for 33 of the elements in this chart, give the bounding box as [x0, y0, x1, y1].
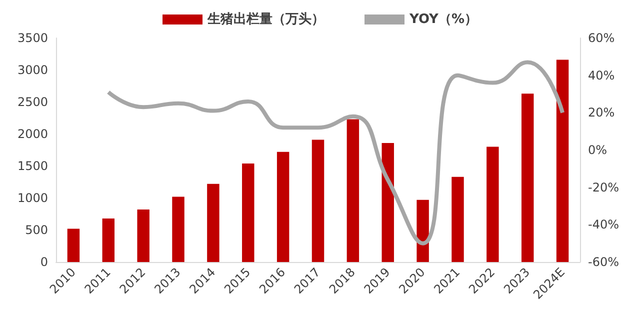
y-tick-label: 0: [40, 255, 48, 269]
legend-label: 生猪出栏量（万头）: [206, 12, 325, 27]
bar: [346, 119, 360, 262]
bar: [102, 218, 115, 262]
y-tick-label: 3500: [17, 31, 48, 45]
bar: [521, 94, 534, 262]
bar: [312, 140, 324, 262]
y-tick-label: 500: [25, 223, 48, 237]
legend-label: YOY（%）: [408, 12, 478, 27]
y2-tick-label: -20%: [588, 180, 620, 194]
bar: [556, 60, 569, 262]
bar: [137, 210, 150, 262]
bar: [452, 176, 464, 262]
bar: [486, 146, 499, 262]
y2-tick-label: -40%: [588, 218, 620, 232]
bar: [382, 142, 394, 262]
y-tick-label: 1000: [17, 191, 48, 205]
bar: [67, 228, 80, 262]
y2-tick-label: 20%: [588, 106, 615, 120]
bar: [207, 184, 220, 262]
bar: [242, 163, 254, 262]
y2-tick-label: 60%: [588, 31, 615, 45]
y-tick-label: 2500: [17, 95, 48, 109]
bar: [416, 200, 429, 262]
y2-tick-label: -60%: [588, 255, 620, 269]
y-tick-label: 2000: [17, 127, 48, 141]
bar: [172, 196, 184, 262]
y2-tick-label: 0%: [588, 143, 608, 157]
y-tick-label: 1500: [17, 159, 48, 173]
bar: [276, 152, 290, 262]
y2-tick-label: 40%: [588, 68, 615, 82]
line-series: [106, 60, 565, 246]
y-tick-label: 3000: [17, 63, 48, 77]
